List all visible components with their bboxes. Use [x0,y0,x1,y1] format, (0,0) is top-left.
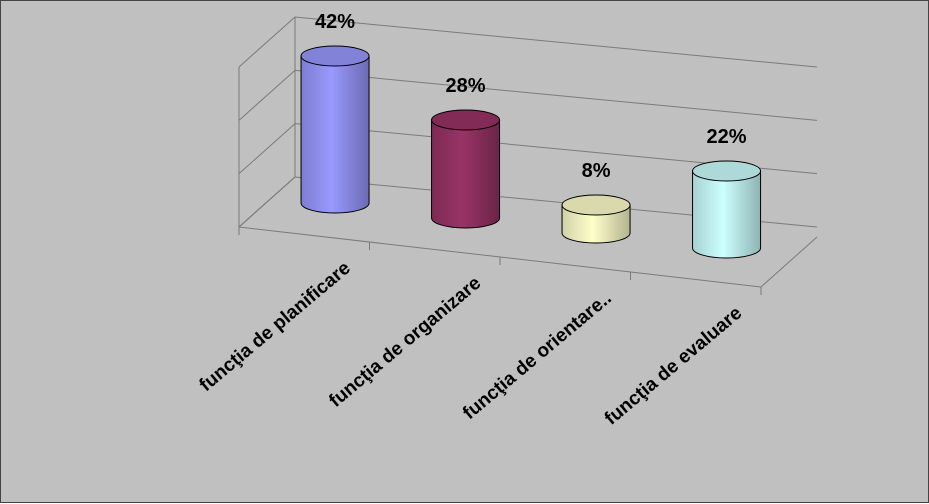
bar-body [431,119,501,229]
value-labels: 42% 28% 8% 22% [315,11,747,182]
bars [300,45,762,259]
bar-top [692,160,762,182]
category-label-3: funcţia de orientare.. [459,288,616,424]
bar-3 [561,194,631,244]
value-label-1: 42% [315,11,355,33]
floor-right-edge [760,236,818,288]
value-label-3: 8% [582,160,611,182]
gridline-back [294,69,818,121]
bar-top [300,45,370,67]
category-label-4: funcţia de evaluare [601,303,746,430]
gridline-side [238,16,296,68]
value-label-2: 28% [446,75,486,97]
gridlines [238,16,818,295]
bar-body [561,204,631,244]
gridline-side [238,176,296,228]
gridline-back [294,16,818,68]
category-label-2: funcţia de organizare [325,273,485,412]
bar-top [431,109,501,131]
bar-2 [431,109,501,229]
bar-top [561,194,631,216]
bar-1 [300,45,370,214]
category-label-1: funcţia de planificare [196,258,355,396]
bar-body [692,170,762,259]
value-label-4: 22% [707,126,747,148]
bar-4 [692,160,762,259]
bar-body [300,55,370,214]
gridline-side [238,123,296,175]
gridline-side [238,69,296,121]
